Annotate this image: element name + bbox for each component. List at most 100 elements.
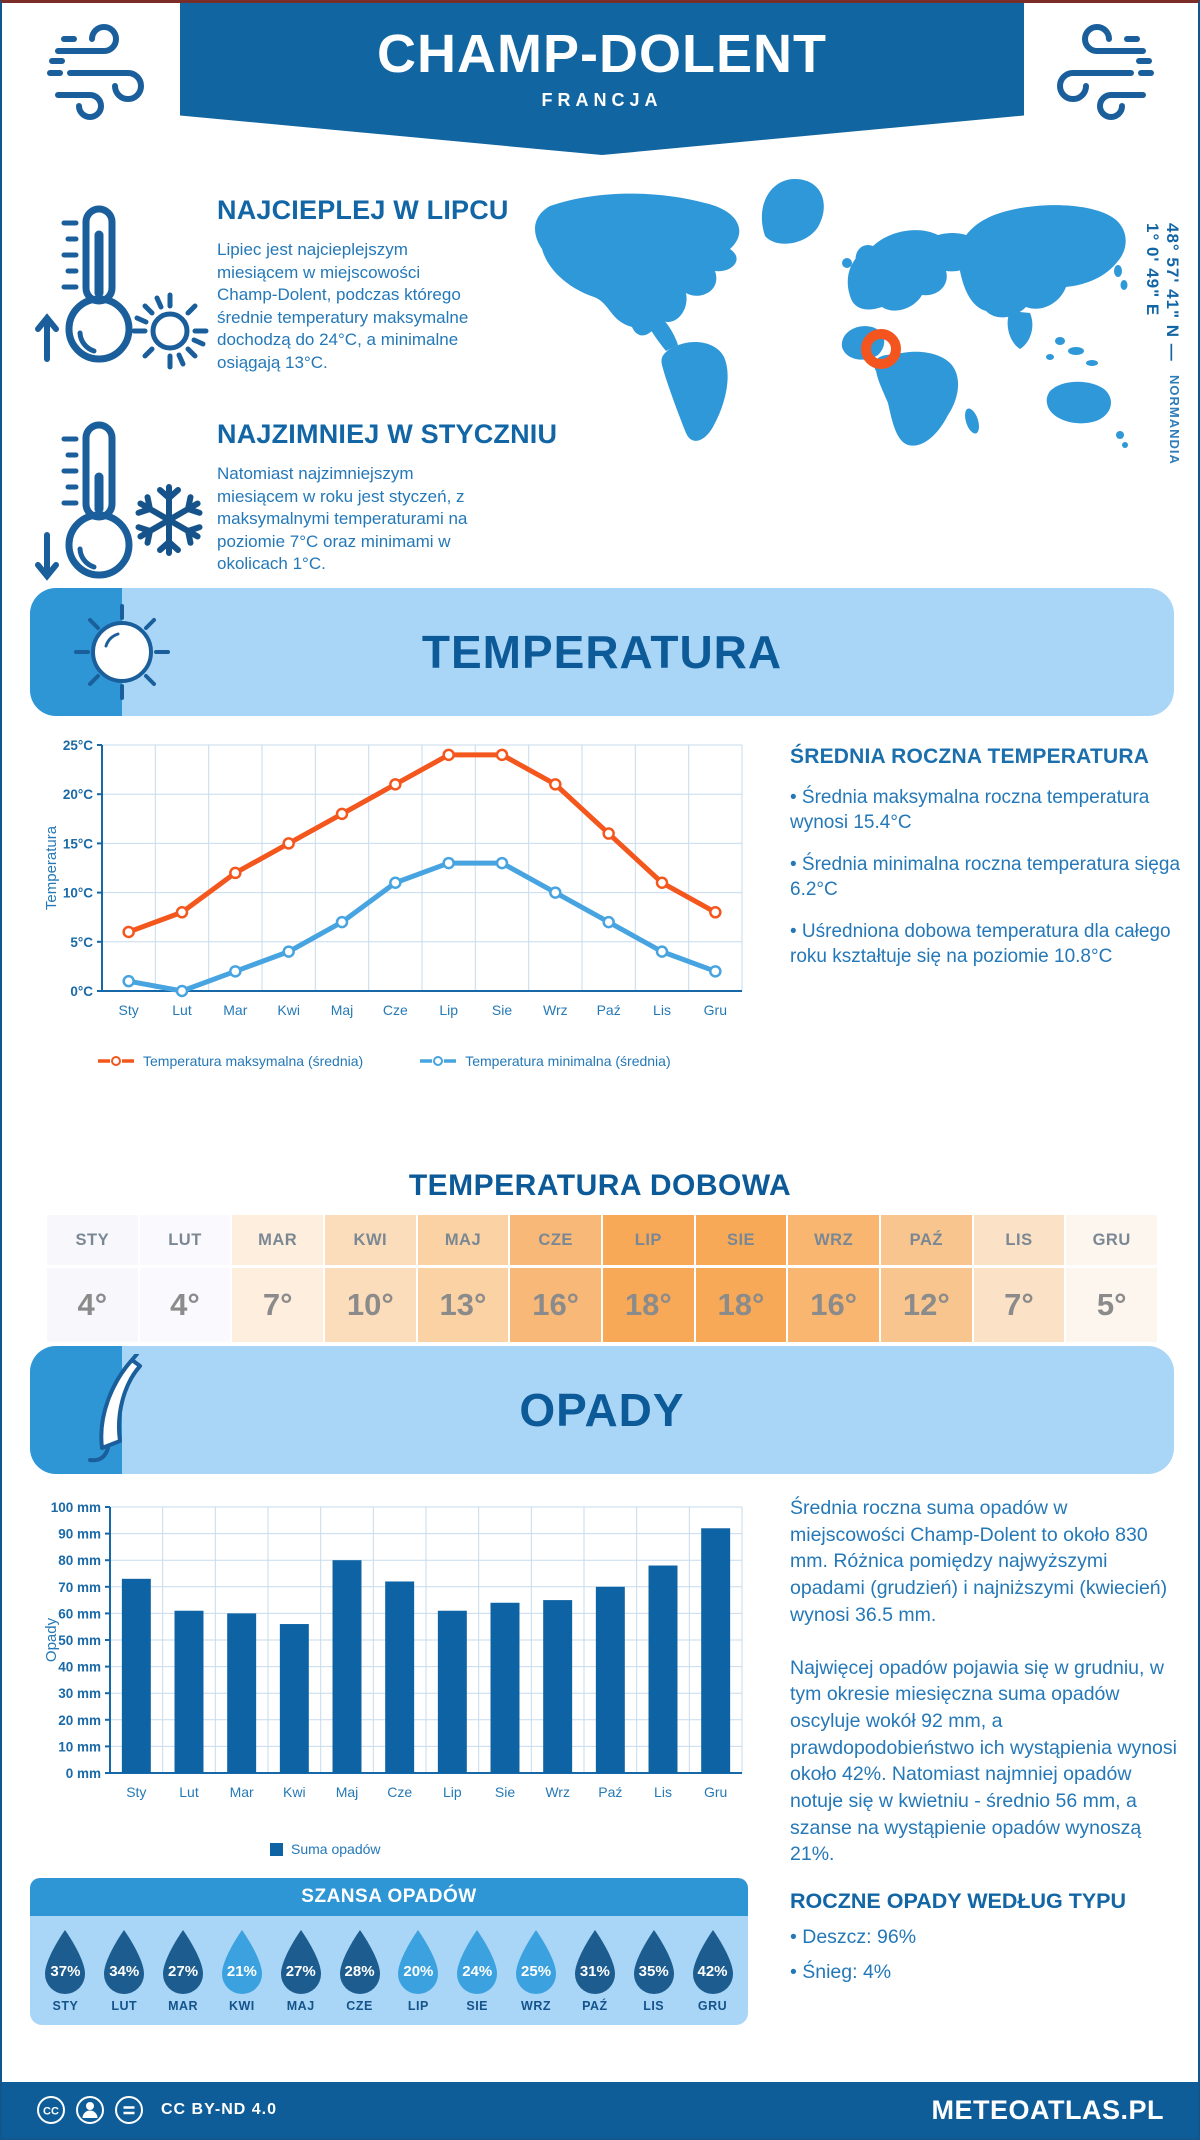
footer: CC CC BY-ND 4.0 METEOATLAS.PL (2, 2082, 1198, 2138)
y-tick-label: 20°C (63, 787, 93, 802)
precip-chance-item: 34% LUT (97, 1928, 151, 2013)
precipitation-banner-title: OPADY (519, 1384, 685, 1436)
bar (701, 1528, 731, 1773)
bar (385, 1581, 415, 1773)
x-tick-label: Sie (495, 1784, 515, 1800)
precip-by-type-bullet: • Deszcz: 96% (790, 1926, 917, 1948)
precip-chance-item: 42% GRU (686, 1928, 740, 2013)
bar (490, 1602, 520, 1773)
chance-percent: 34% (109, 1963, 140, 1980)
chance-month: CZE (346, 1999, 373, 2013)
chance-percent: 27% (168, 1963, 199, 1980)
chance-month: WRZ (521, 1999, 552, 2013)
no-derivatives-icon (115, 2096, 143, 2124)
sun-banner-icon (74, 604, 170, 700)
chance-percent: 20% (403, 1963, 434, 1980)
daily-temp-month: SIE (695, 1215, 787, 1265)
x-tick-label: Maj (336, 1784, 359, 1800)
x-tick-label: Gru (704, 1784, 727, 1800)
y-tick-label: 90 mm (58, 1527, 101, 1542)
page-title: CHAMP-DOLENT (377, 24, 827, 84)
legend-item: Temperatura maksymalna (średnia) (97, 1053, 363, 1069)
region-label: NORMANDIA (1167, 375, 1182, 465)
x-tick-label: Cze (383, 1002, 408, 1018)
y-tick-label: 10°C (63, 886, 93, 901)
y-tick-label: 25°C (63, 738, 93, 753)
precip-chance-item: 31% PAŹ (568, 1928, 622, 2013)
highlight-warmest-title: NAJCIEPLEJ W LIPCU (217, 195, 509, 225)
chance-percent: 42% (697, 1963, 728, 1980)
highlight-coldest: NAJZIMNIEJ W STYCZNIU Natomiast najzimni… (32, 401, 557, 581)
legend-swatch (420, 1056, 457, 1066)
brand-label: METEOATLAS.PL (931, 2094, 1164, 2125)
coordinates-block: 48° 57' 41" N — 1° 0' 49" E NORMANDIA (1134, 153, 1182, 465)
x-tick-label: Maj (331, 1002, 354, 1018)
precipitation-paragraph: Najwięcej opadów pojawia się w grudniu, … (790, 1656, 1177, 1866)
daily-temp-column: SIE 18° (695, 1215, 787, 1342)
data-point (709, 965, 722, 978)
highlight-coldest-text: Natomiast najzimniejszym miesiącem w rok… (217, 464, 468, 574)
data-point (602, 827, 615, 840)
daily-temp-column: PAŹ 12° (880, 1215, 972, 1342)
x-tick-label: Wrz (545, 1784, 570, 1800)
data-point (282, 945, 295, 958)
wind-icon (1056, 24, 1154, 120)
data-point (389, 876, 402, 890)
y-tick-label: 0 mm (66, 1766, 101, 1781)
daily-temp-value: 13° (417, 1268, 509, 1342)
x-tick-label: Lis (654, 1784, 672, 1800)
bar (332, 1560, 362, 1773)
data-point (175, 984, 189, 998)
header-banner: CHAMP-DOLENT FRANCJA (180, 3, 1024, 155)
cc-icon: CC (37, 2096, 65, 2124)
attribution-person-icon (76, 2096, 104, 2124)
daily-temp-column: WRZ 16° (788, 1215, 879, 1342)
chance-percent: 31% (579, 1963, 610, 1980)
series-line (126, 860, 718, 994)
daily-temp-month: LIS (973, 1215, 1065, 1265)
legend-label: Suma opadów (291, 1841, 381, 1857)
daily-temp-value: 5° (1066, 1268, 1157, 1342)
temperature-line-chart: 0°C 5°C 10°C 15°C 20°C 25°C Sty Lut Mar Kwi Maj Cze… (43, 738, 743, 1018)
data-point (549, 778, 562, 791)
x-tick-label: Mar (223, 1002, 247, 1018)
chance-month: GRU (697, 1999, 728, 2013)
license-block: CC CC BY-ND 4.0 (36, 2095, 277, 2125)
series-line (126, 752, 718, 935)
chance-month: MAR (168, 1999, 199, 2013)
temperature-banner: TEMPERATURA (30, 588, 1174, 716)
data-point (495, 748, 509, 762)
chance-month: STY (52, 1999, 79, 2013)
daily-temp-month: GRU (1066, 1215, 1157, 1265)
precip-chance-item: 24% SIE (450, 1928, 504, 2013)
precip-chance-item: 28% CZE (333, 1928, 387, 2013)
data-point (175, 906, 189, 919)
data-point (655, 876, 669, 890)
daily-temp-column: MAJ 13° (417, 1215, 509, 1342)
daily-temp-value: 18° (695, 1268, 787, 1342)
chance-percent: 25% (521, 1963, 552, 1980)
daily-temp-column: LUT 4° (139, 1215, 231, 1342)
data-point (442, 748, 455, 762)
data-point (122, 925, 135, 939)
daily-temp-month: WRZ (788, 1215, 879, 1265)
precip-chance-item: 35% LIS (627, 1928, 681, 2013)
precip-chance-title: SZANSA OPADÓW (30, 1878, 748, 1916)
chance-month: LIS (643, 1999, 665, 2013)
daily-temp-month: CZE (510, 1215, 601, 1265)
x-tick-label: Mar (230, 1784, 254, 1800)
data-point (655, 945, 669, 958)
precip-chance-item: 20% LIP (391, 1928, 445, 2013)
legend-item: Suma opadów (270, 1841, 381, 1857)
y-tick-label: 15°C (63, 836, 93, 851)
chance-percent: 27% (285, 1963, 316, 1980)
umbrella-banner-icon (88, 1354, 142, 1463)
bar (648, 1565, 678, 1773)
y-tick-label: 30 mm (58, 1686, 101, 1701)
temperature-chart-legend: Temperatura maksymalna (średnia) Temperat… (97, 1053, 671, 1069)
coordinates-label: 48° 57' 41" N — 1° 0' 49" E (1143, 223, 1182, 362)
raindrop-icon: 27% (158, 1928, 208, 1996)
temperature-summary-bullet: • Średnia minimalna roczna temperatura s… (790, 853, 1181, 901)
precip-chance-drops: 37% STY 34% LUT 27% MAR 21% KWI 27% MAJ 28% CZE 20% L… (30, 1916, 748, 2025)
